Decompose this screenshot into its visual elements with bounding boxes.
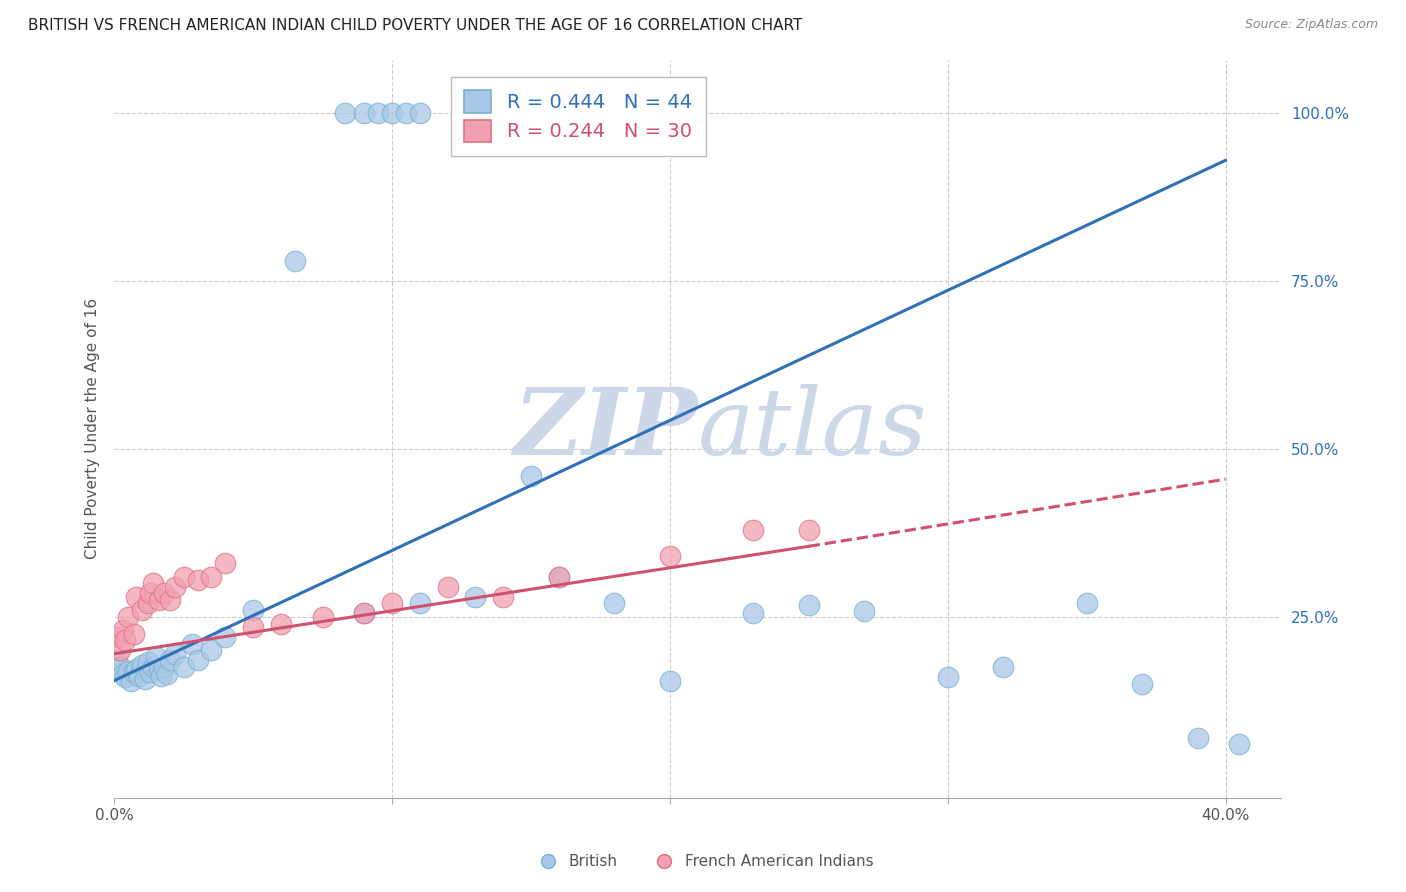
Point	[284, 254, 307, 268]
Point	[111, 666, 134, 681]
Legend: R = 0.444   N = 44, R = 0.244   N = 30: R = 0.444 N = 44, R = 0.244 N = 30	[451, 77, 706, 155]
Point	[464, 590, 486, 604]
Point	[148, 593, 170, 607]
Point	[603, 596, 626, 610]
Point	[333, 106, 356, 120]
Point	[131, 603, 153, 617]
Point	[105, 630, 128, 644]
Point	[105, 653, 128, 667]
Text: atlas: atlas	[697, 384, 927, 474]
Point	[409, 106, 432, 120]
Point	[125, 662, 148, 676]
Point	[181, 637, 204, 651]
Point	[936, 670, 959, 684]
Point	[492, 590, 515, 604]
Point	[395, 106, 418, 120]
Point	[136, 596, 159, 610]
Point	[547, 569, 569, 583]
Point	[131, 658, 153, 673]
Point	[117, 664, 139, 678]
Point	[122, 626, 145, 640]
Point	[1130, 677, 1153, 691]
Point	[853, 604, 876, 618]
Point	[114, 633, 136, 648]
Point	[1229, 737, 1251, 751]
Point	[150, 669, 173, 683]
Point	[270, 616, 292, 631]
Point	[120, 673, 142, 688]
Point	[117, 609, 139, 624]
Text: BRITISH VS FRENCH AMERICAN INDIAN CHILD POVERTY UNDER THE AGE OF 16 CORRELATION : BRITISH VS FRENCH AMERICAN INDIAN CHILD …	[28, 18, 803, 33]
Point	[381, 596, 404, 610]
Point	[200, 569, 222, 583]
Point	[156, 666, 179, 681]
Y-axis label: Child Poverty Under the Age of 16: Child Poverty Under the Age of 16	[86, 298, 100, 559]
Point	[142, 576, 165, 591]
Point	[742, 523, 765, 537]
Point	[658, 549, 681, 564]
Point	[128, 669, 150, 683]
Point	[214, 556, 236, 570]
Point	[1076, 596, 1098, 610]
Point	[142, 660, 165, 674]
Point	[173, 660, 195, 674]
Point	[134, 672, 156, 686]
Point	[153, 586, 176, 600]
Point	[242, 620, 264, 634]
Point	[159, 653, 181, 667]
Text: ZIP: ZIP	[513, 384, 697, 474]
Legend: British, French American Indians: British, French American Indians	[526, 848, 880, 875]
Point	[214, 630, 236, 644]
Point	[148, 662, 170, 676]
Point	[139, 586, 162, 600]
Point	[159, 593, 181, 607]
Point	[1187, 731, 1209, 745]
Point	[311, 609, 333, 624]
Point	[125, 590, 148, 604]
Point	[353, 607, 375, 621]
Point	[173, 569, 195, 583]
Point	[353, 106, 375, 120]
Point	[165, 647, 187, 661]
Point	[242, 603, 264, 617]
Point	[520, 468, 543, 483]
Point	[658, 673, 681, 688]
Point	[993, 660, 1015, 674]
Text: Source: ZipAtlas.com: Source: ZipAtlas.com	[1244, 18, 1378, 31]
Point	[200, 643, 222, 657]
Point	[108, 643, 131, 657]
Point	[409, 596, 432, 610]
Point	[797, 598, 820, 612]
Point	[111, 624, 134, 638]
Point	[139, 665, 162, 679]
Point	[122, 665, 145, 679]
Point	[136, 656, 159, 670]
Point	[742, 607, 765, 621]
Point	[153, 660, 176, 674]
Point	[367, 106, 389, 120]
Point	[145, 650, 167, 665]
Point	[114, 670, 136, 684]
Point	[186, 573, 208, 587]
Point	[436, 580, 458, 594]
Point	[186, 653, 208, 667]
Point	[353, 607, 375, 621]
Point	[108, 660, 131, 674]
Point	[797, 523, 820, 537]
Point	[165, 580, 187, 594]
Point	[381, 106, 404, 120]
Point	[547, 569, 569, 583]
